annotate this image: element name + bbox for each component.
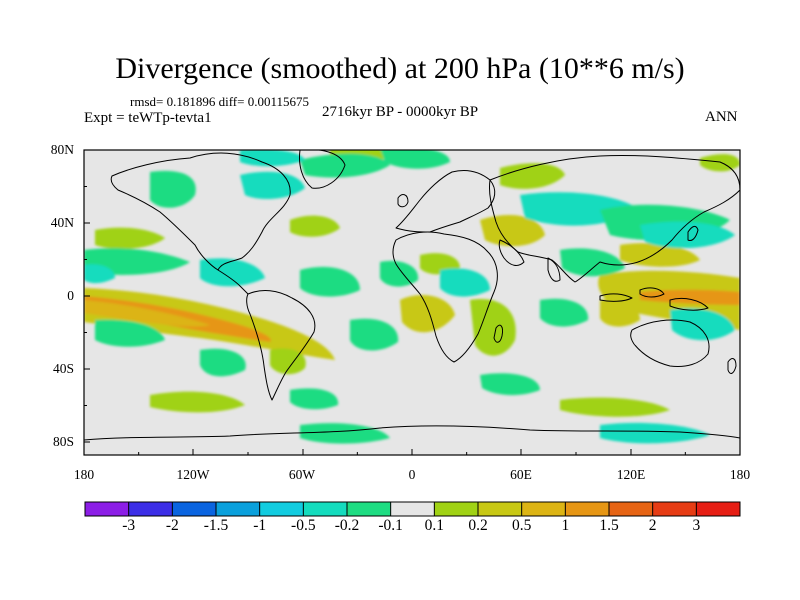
colorbar-box <box>85 502 129 516</box>
colorbar-box <box>434 502 478 516</box>
lat-label-40n: 40N <box>34 215 74 231</box>
colorbar-box <box>565 502 609 516</box>
colorbar-label: -0.2 <box>325 517 369 535</box>
colorbar-box <box>172 502 216 516</box>
colorbar-box <box>609 502 653 516</box>
colorbar-box <box>696 502 740 516</box>
colorbar <box>85 502 740 516</box>
lon-label-180e: 180 <box>710 467 770 483</box>
colorbar-label: 2 <box>631 517 675 535</box>
lat-label-40s: 40S <box>34 361 74 377</box>
colorbar-label: -1 <box>238 517 282 535</box>
lon-label-120e: 120E <box>601 467 661 483</box>
colorbar-label: -0.1 <box>369 517 413 535</box>
lat-label-80n: 80N <box>34 142 74 158</box>
colorbar-box <box>260 502 304 516</box>
lat-label-80s: 80S <box>34 434 74 450</box>
lon-label-180w: 180 <box>54 467 114 483</box>
colorbar-box <box>129 502 173 516</box>
colorbar-label: -0.5 <box>281 517 325 535</box>
colorbar-box <box>216 502 260 516</box>
colorbar-box <box>653 502 697 516</box>
colorbar-label: -1.5 <box>194 517 238 535</box>
colorbar-label: 3 <box>674 517 718 535</box>
colorbar-label: 0.5 <box>500 517 544 535</box>
map-figure <box>0 0 800 600</box>
colorbar-label: 1 <box>543 517 587 535</box>
lat-label-eq: 0 <box>34 288 74 304</box>
lon-label-120w: 120W <box>163 467 223 483</box>
colorbar-box <box>478 502 522 516</box>
lon-label-60w: 60W <box>272 467 332 483</box>
map-panel <box>84 138 740 455</box>
colorbar-box <box>303 502 347 516</box>
colorbar-label: 0.2 <box>456 517 500 535</box>
colorbar-box <box>347 502 391 516</box>
lon-label-0: 0 <box>382 467 442 483</box>
colorbar-label: -3 <box>107 517 151 535</box>
colorbar-label: -2 <box>150 517 194 535</box>
colorbar-box <box>391 502 435 516</box>
colorbar-box <box>522 502 566 516</box>
colorbar-label: 0.1 <box>412 517 456 535</box>
colorbar-label: 1.5 <box>587 517 631 535</box>
lon-label-60e: 60E <box>491 467 551 483</box>
